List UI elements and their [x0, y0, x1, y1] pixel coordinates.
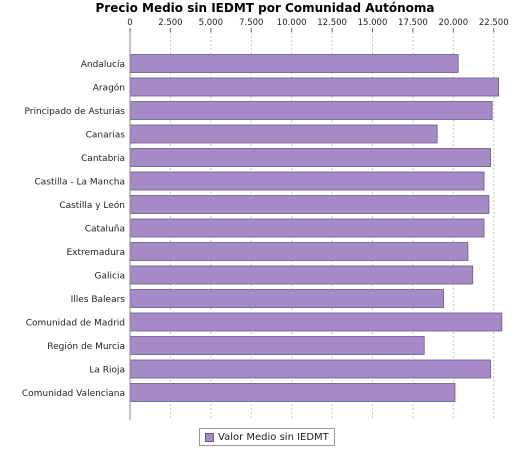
bar	[129, 265, 474, 285]
bar	[129, 148, 491, 167]
category-label: Cataluña	[85, 225, 125, 235]
category-label: Cantabria	[81, 154, 125, 164]
category-label: Galicia	[95, 272, 125, 282]
category-label: Región de Murcia	[47, 341, 125, 352]
bar	[129, 289, 445, 308]
category-label: Canarias	[86, 131, 126, 141]
bar	[129, 101, 493, 120]
category-label: Extremadura	[67, 248, 126, 258]
x-tick-label: 20.000	[438, 18, 468, 28]
category-label: La Rioja	[89, 366, 125, 376]
category-label: Aragón	[93, 83, 125, 94]
legend-label: Valor Medio sin IEDMT	[218, 431, 329, 443]
bar	[129, 218, 485, 238]
bars	[129, 54, 503, 402]
bar	[129, 195, 490, 214]
bar	[129, 383, 456, 402]
legend-swatch	[205, 432, 214, 442]
category-label: Principado de Asturias	[24, 107, 125, 117]
category-label: Illes Balears	[71, 295, 126, 305]
category-label: Andalucía	[81, 60, 125, 70]
grid	[169, 32, 495, 420]
category-labels: Andalucía Aragón Principado de Asturias Can…	[22, 60, 125, 399]
x-tick-label: 12.500	[317, 18, 347, 28]
x-tick-label: 10.000	[277, 18, 307, 28]
x-tick-label: 7.500	[239, 18, 263, 28]
category-label: Castilla y León	[59, 200, 125, 211]
x-tick-label: 17.500	[398, 18, 428, 28]
bar	[129, 171, 485, 191]
x-tick-label: 2.500	[158, 18, 182, 28]
x-tick-label: 0	[127, 18, 132, 28]
bar	[129, 124, 438, 144]
bar	[129, 77, 500, 97]
bar	[129, 336, 425, 355]
x-tick-label: 5.000	[199, 18, 223, 28]
chart-title: Precio Medio sin IEDMT por Comunidad Aut…	[96, 1, 435, 15]
bar	[129, 242, 469, 261]
bar	[129, 312, 503, 332]
x-axis-ticks: 0 2.500 5.000 7.500 10.000 12.500 15.000 17.500…	[127, 18, 509, 32]
bar	[129, 359, 491, 379]
category-label: Comunidad de Madrid	[26, 319, 125, 329]
x-tick-label: 15.000	[358, 18, 388, 28]
category-label: Comunidad Valenciana	[22, 389, 125, 399]
x-tick-label: 22.500	[479, 18, 509, 28]
category-label: Castilla - La Mancha	[34, 178, 125, 188]
bar	[129, 54, 459, 73]
legend: Valor Medio sin IEDMT	[199, 428, 335, 446]
